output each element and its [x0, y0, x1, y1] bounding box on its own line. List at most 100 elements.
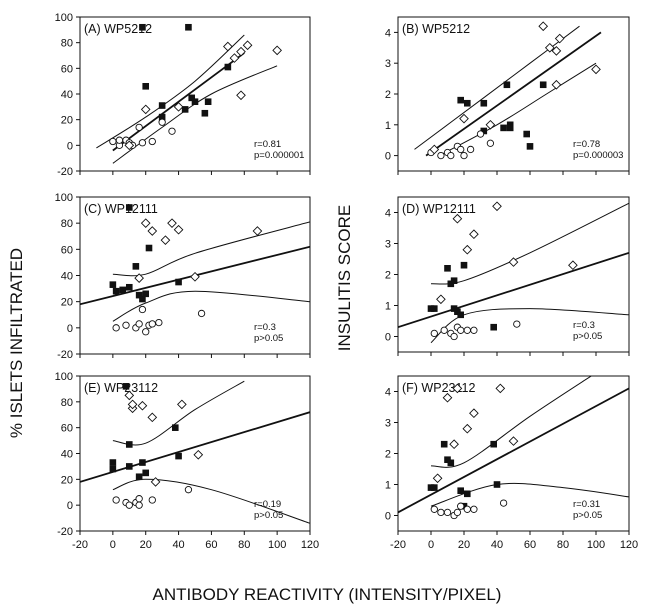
y-tick-label: 4: [385, 208, 391, 220]
diamond-point: [236, 46, 246, 57]
x-axis-label: ANTIBODY REACTIVITY (INTENSITY/PIXEL): [153, 585, 502, 604]
x-tick-label: 100: [268, 539, 286, 551]
square-point: [460, 261, 468, 269]
diamond-point: [551, 79, 562, 90]
square-point: [490, 440, 497, 448]
y-tick-label: 40: [61, 89, 73, 101]
square-point: [450, 305, 458, 312]
x-tick-label: 120: [301, 539, 319, 551]
y-tick-label: 1: [385, 120, 391, 132]
y-tick-label: 40: [61, 271, 73, 283]
correlation-r-label: r=0.19: [254, 499, 281, 510]
y-tick-label: 60: [61, 244, 73, 256]
square-point: [142, 83, 150, 90]
x-tick-label: -20: [390, 539, 406, 551]
x-tick-label: 60: [205, 539, 217, 551]
circle-point: [447, 151, 455, 160]
diamond-point: [485, 119, 496, 130]
square-point: [135, 291, 143, 299]
square-point: [493, 481, 501, 488]
diamond-point: [432, 473, 443, 484]
confidence-band-lower: [112, 478, 310, 524]
fit-lines: [398, 376, 629, 514]
circle-point: [112, 324, 120, 332]
square-point: [431, 484, 438, 491]
y-tick-label: 20: [61, 115, 73, 127]
x-tick-label: 40: [172, 539, 184, 551]
confidence-band-upper: [414, 25, 580, 150]
y-tick-label: 60: [61, 63, 73, 75]
diamond-point: [160, 235, 171, 246]
circle-point: [450, 332, 458, 341]
circle-point: [109, 137, 117, 146]
diamond-point: [242, 40, 253, 51]
diamond-point: [127, 399, 138, 410]
confidence-band-upper: [430, 202, 629, 285]
y-tick-label: 0: [385, 511, 391, 523]
diamond-point: [147, 226, 158, 236]
circle-point: [184, 486, 193, 494]
square-point: [122, 383, 130, 390]
square-point: [185, 23, 192, 31]
circle-point: [125, 501, 133, 509]
y-tick-label: 4: [385, 27, 391, 39]
circle-point: [463, 505, 471, 513]
square-point: [191, 98, 199, 105]
square-point: [506, 124, 514, 132]
square-point: [480, 99, 488, 107]
square-point: [539, 81, 547, 89]
confidence-band-upper: [430, 376, 593, 468]
p-value-label: p>0.05: [573, 331, 602, 342]
y-tick-label: 100: [55, 371, 73, 383]
diamond-point: [140, 104, 151, 115]
regression-line: [80, 411, 310, 483]
panel-c: -20 0 20 40 60 80 100 (C) WP12111 r=0.3p>0.05: [55, 192, 311, 361]
diamond-point: [137, 400, 148, 411]
circle-point: [486, 139, 495, 147]
diamond-point: [554, 33, 565, 44]
square-point: [503, 81, 511, 89]
correlation-r-label: r=0.3: [254, 322, 276, 333]
square-point: [440, 440, 448, 448]
circle-point: [148, 137, 156, 146]
square-point: [125, 283, 133, 291]
square-point: [444, 265, 451, 272]
diamond-point: [223, 41, 233, 52]
data-points: [427, 201, 578, 341]
square-point: [201, 109, 209, 117]
p-value-label: p>0.05: [573, 510, 602, 521]
left-y-axis-label: % ISLETS INFILTRATED: [7, 248, 26, 438]
y-tick-label: 4: [385, 387, 391, 399]
diamond-point: [124, 140, 135, 151]
diamond-point: [551, 46, 562, 56]
square-point: [109, 281, 117, 288]
y-tick-label: 1: [385, 301, 391, 313]
data-points: [109, 23, 282, 151]
diamond-point: [452, 213, 463, 224]
diamond-point: [469, 229, 479, 240]
y-tick-label: -20: [57, 349, 73, 361]
confidence-band-lower: [112, 290, 310, 322]
square-point: [109, 465, 117, 473]
panel-e: -20 0 20 40 60 80 100 -20 0 20 40 60 80 100 120 (E) WP2…: [55, 371, 320, 551]
y-tick-label: 0: [67, 140, 73, 152]
y-tick-label: 80: [61, 38, 73, 50]
y-tick-label: 40: [61, 449, 73, 461]
diamond-point: [177, 399, 187, 410]
x-tick-label: 20: [140, 539, 152, 551]
correlation-r-label: r=0.81: [254, 139, 281, 150]
circle-point: [499, 499, 508, 507]
circle-point: [138, 139, 147, 147]
right-y-axis-label: INSULITIS SCORE: [335, 205, 354, 351]
diamond-point: [508, 257, 519, 267]
circle-point: [430, 505, 438, 513]
data-points: [427, 383, 519, 520]
square-point: [125, 204, 133, 211]
correlation-r-label: r=0.78: [573, 139, 600, 150]
diamond-point: [469, 408, 479, 419]
square-point: [457, 311, 464, 319]
square-point: [171, 424, 179, 431]
y-tick-label: 80: [61, 397, 73, 409]
panel-title: (B) WP5212: [402, 22, 470, 36]
